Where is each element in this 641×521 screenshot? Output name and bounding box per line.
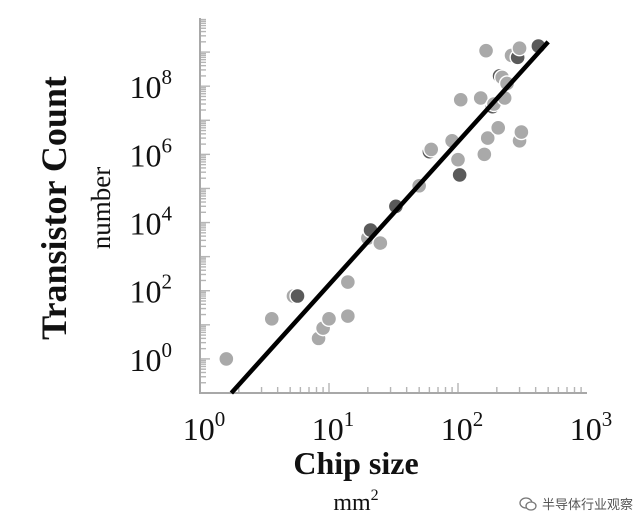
data-point — [513, 123, 530, 141]
data-point — [339, 273, 357, 291]
y-tick-labels: 100 102 104 106 108 — [130, 65, 173, 378]
axes — [199, 18, 587, 394]
y-tick-label: 106 — [130, 133, 173, 173]
watermark: 半导体行业观察 — [519, 494, 633, 513]
data-point — [452, 91, 469, 108]
data-point — [479, 129, 496, 147]
data-point — [423, 141, 440, 158]
x-tick-label: 102 — [441, 407, 484, 447]
x-tick-label: 101 — [312, 407, 355, 447]
data-point — [490, 119, 507, 137]
x-tick-label: 103 — [570, 407, 613, 447]
x-tick-label: 100 — [183, 407, 226, 447]
y-axis-unit: number — [86, 167, 116, 249]
data-point — [476, 146, 493, 163]
y-tick-label: 104 — [130, 202, 173, 242]
data-point — [372, 234, 389, 252]
data-point — [472, 89, 489, 107]
y-tick-label: 102 — [130, 270, 173, 310]
fit-line-group — [229, 40, 550, 395]
data-point — [477, 42, 495, 59]
data-point — [451, 166, 468, 184]
data-point — [320, 310, 338, 328]
data-point — [289, 287, 306, 305]
data-point — [498, 75, 516, 92]
data-point — [511, 40, 528, 57]
x-axis-unit-exp: 2 — [371, 487, 379, 504]
wechat-icon — [519, 496, 537, 511]
watermark-text: 半导体行业观察 — [541, 498, 633, 513]
x-axis-title: Chip size — [293, 445, 418, 481]
fit-line — [229, 40, 550, 395]
data-point — [449, 151, 467, 168]
x-tick-labels: 100 101 102 103 — [183, 407, 613, 447]
y-tick-label: 108 — [130, 65, 173, 105]
data-point — [339, 307, 357, 325]
data-point — [218, 350, 235, 368]
x-axis-unit: mm2 — [333, 487, 378, 516]
y-tick-label: 100 — [130, 338, 173, 378]
y-axis-title: Transistor Count — [34, 76, 74, 340]
x-axis-unit-base: mm — [333, 490, 371, 516]
data-point — [263, 310, 280, 328]
data-points — [218, 37, 547, 368]
